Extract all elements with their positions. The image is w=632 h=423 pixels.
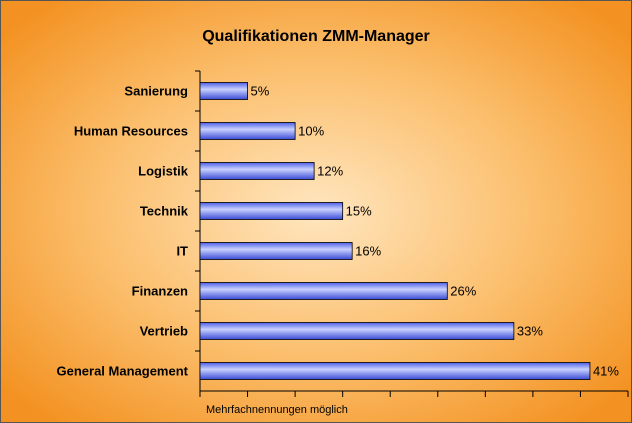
chart-title: Qualifikationen ZMM-Manager [202,28,430,45]
bar [199,362,591,380]
value-label: 15% [346,203,372,218]
bar [199,82,248,100]
value-label: 12% [317,163,343,178]
y-tick-label: IT [176,243,188,258]
value-label: 41% [593,363,619,378]
y-tick-label: Finanzen [132,283,188,298]
y-tick-label: General Management [57,363,189,378]
value-label: 5% [251,83,270,98]
bar [199,282,448,300]
y-tick-label: Technik [140,203,189,218]
note: Mehrfachnennungen möglich [206,404,348,416]
y-tick-label: Sanierung [124,83,188,98]
value-label: 26% [450,283,476,298]
y-tick-label: Vertrieb [140,323,188,338]
bar [199,322,515,340]
value-label: 16% [355,243,381,258]
value-label: 33% [517,323,543,338]
bar [199,122,296,140]
bar [199,162,315,180]
y-tick-label: Logistik [138,163,189,178]
y-tick-label: Human Resources [74,123,188,138]
value-label: 10% [298,123,324,138]
bar [199,202,344,220]
bar [199,242,353,260]
